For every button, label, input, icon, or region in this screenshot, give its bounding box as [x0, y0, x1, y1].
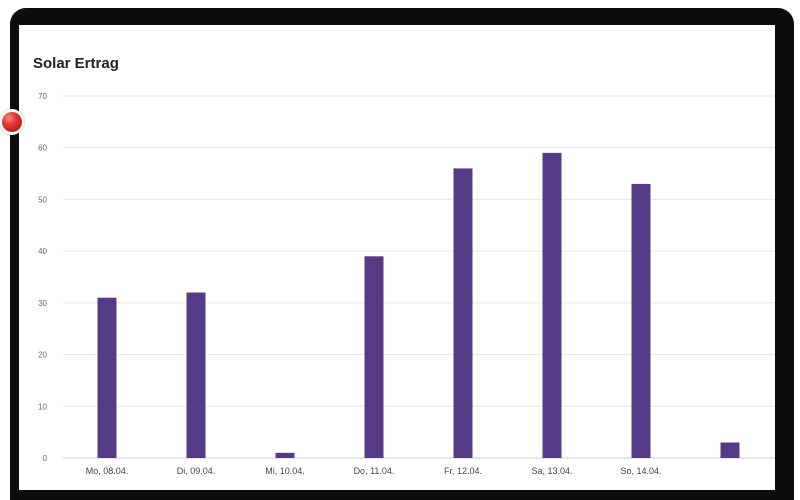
- x-tick-label: Sa, 13.04.: [531, 466, 572, 476]
- bar-chart: 0 10 20 30 40 50 60 70 Mo, 08.04. Di, 09.04. Mi, 1…: [38, 92, 775, 476]
- y-tick-label: 60: [38, 144, 47, 153]
- bar[interactable]: [631, 183, 651, 458]
- bar[interactable]: [364, 256, 384, 458]
- chart-panel: Solar Ertrag 0 10 20 30 40 50 60 70 Mo, 08.04. Di…: [19, 25, 775, 490]
- bar[interactable]: [97, 297, 117, 458]
- x-tick-label: Di, 09.04.: [177, 466, 216, 476]
- bar[interactable]: [720, 442, 740, 458]
- y-tick-label: 30: [38, 299, 47, 308]
- x-tick-label: Fr, 12.04.: [444, 466, 482, 476]
- bar[interactable]: [186, 292, 206, 458]
- bar[interactable]: [542, 152, 562, 458]
- y-tick-label: 50: [38, 195, 47, 204]
- bar[interactable]: [453, 168, 473, 458]
- x-tick-label: Do, 11.04.: [354, 466, 395, 476]
- y-tick-label: 40: [38, 247, 47, 256]
- y-tick-label: 70: [38, 92, 47, 101]
- bar[interactable]: [275, 452, 295, 458]
- y-tick-label: 10: [38, 402, 47, 411]
- red-ball-icon[interactable]: [0, 109, 24, 135]
- y-tick-label: 0: [43, 454, 48, 463]
- x-tick-label: Mi, 10.04.: [265, 466, 305, 476]
- x-tick-label: Mo, 08.04.: [86, 466, 129, 476]
- red-ball-icon-core: [2, 112, 22, 132]
- x-tick-label: So, 14.04.: [620, 466, 661, 476]
- chart-title: Solar Ertrag: [33, 55, 119, 72]
- y-tick-label: 20: [38, 351, 47, 360]
